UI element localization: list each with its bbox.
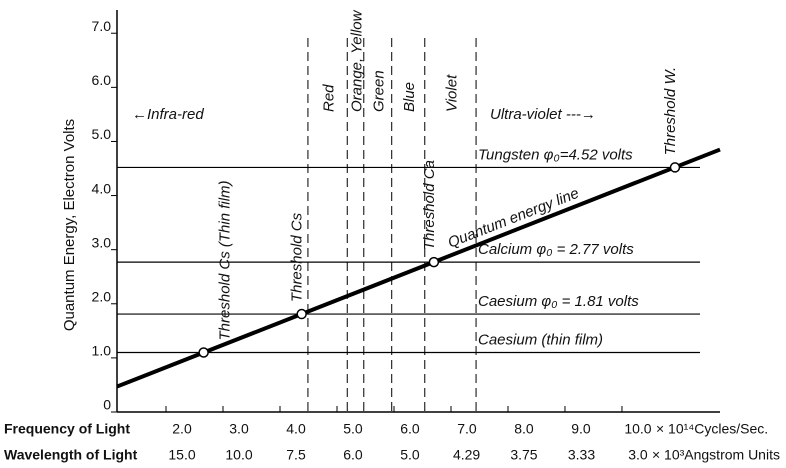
threshold-point [669,162,681,173]
band-label: Red [321,84,338,112]
band-label: Blue [401,82,418,112]
x2-tick-label: 10.0 [225,447,252,463]
level-label: Calcium φ₀ = 2.77 volts [478,241,634,258]
y-tick-label: 3.0 [92,234,112,250]
region-label: ←Infra-red [132,106,204,123]
x2-axis-label: Wavelength of Light [4,447,138,463]
x2-tick-label: 3.0 [628,447,648,463]
x-tick-label: 8.0 [514,421,534,437]
threshold-point [198,347,209,358]
band-label: Green [371,70,388,112]
level-label: Caesium φ₀ = 1.81 volts [478,293,639,310]
y-tick-label: 1.0 [92,343,112,359]
threshold-point [428,256,440,268]
x2-tick-label: 6.0 [343,447,363,463]
x2-tick-label: 5.0 [400,447,420,463]
x-tick-label: 6.0 [400,421,420,437]
x-tick-label: 5.0 [343,421,363,437]
x-tick-label: 9.0 [571,421,591,437]
x2-tick-label: 3.33 [568,447,595,463]
y-tick-label: 6.0 [92,72,112,88]
region-label: Ultra-violet ---→ [490,106,596,123]
threshold-label: Threshold Cs [289,212,306,302]
threshold-label: Threshold Ca [421,160,438,250]
x-tick-label: 7.0 [457,421,477,437]
x2-tick-label: 7.5 [286,447,306,463]
x2-unit: × 10³Angstrom Units [652,447,780,463]
x-tick-label: 2.0 [172,421,192,437]
x-tick-label: 4.0 [286,421,306,437]
y-axis-label: Quantum Energy, Electron Volts [61,119,78,331]
band-label: Violet [443,74,460,112]
x-unit: × 10¹⁴Cycles/Sec. [656,421,768,437]
threshold-point [296,308,307,320]
level-label: Tungsten φ₀=4.52 volts [478,146,633,163]
band-label: Orange, Yellow [348,9,365,112]
energy-line [116,147,721,389]
threshold-label: Threshold W. [662,67,679,156]
y-tick-label: 2.0 [92,288,112,304]
x2-tick-label: 4.29 [453,447,480,463]
x-tick-label: 10.0 [624,421,651,437]
x2-tick-label: 3.75 [510,447,537,463]
y-tick-label: 5.0 [92,126,112,142]
y-tick-label: 0 [103,397,111,413]
level-label: Caesium (thin film) [478,331,603,348]
y-tick-label: 7.0 [92,18,112,34]
x-tick-label: 3.0 [229,421,249,437]
x2-tick-label: 15.0 [168,447,195,463]
threshold-label: Threshold Cs (Thin film) [217,180,234,340]
y-tick-label: 4.0 [92,180,112,196]
x-axis-label: Frequency of Light [4,421,130,437]
